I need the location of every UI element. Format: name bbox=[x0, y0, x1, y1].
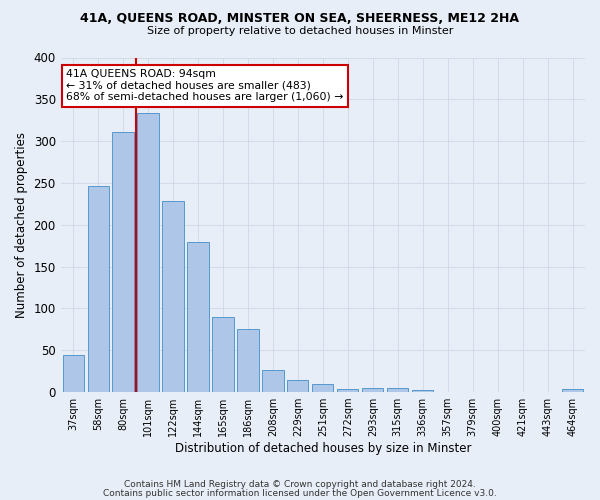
Bar bbox=[88, 186, 109, 392]
Text: Contains public sector information licensed under the Open Government Licence v3: Contains public sector information licen… bbox=[103, 489, 497, 498]
Bar bbox=[337, 388, 358, 392]
Text: 41A QUEENS ROAD: 94sqm
← 31% of detached houses are smaller (483)
68% of semi-de: 41A QUEENS ROAD: 94sqm ← 31% of detached… bbox=[66, 69, 343, 102]
Bar bbox=[62, 356, 84, 392]
Bar bbox=[387, 388, 409, 392]
Text: Size of property relative to detached houses in Minster: Size of property relative to detached ho… bbox=[147, 26, 453, 36]
Bar bbox=[163, 202, 184, 392]
Y-axis label: Number of detached properties: Number of detached properties bbox=[15, 132, 28, 318]
Bar bbox=[262, 370, 284, 392]
Bar bbox=[562, 388, 583, 392]
Bar bbox=[287, 380, 308, 392]
Bar bbox=[238, 330, 259, 392]
Bar bbox=[412, 390, 433, 392]
Bar bbox=[137, 112, 158, 392]
Bar bbox=[362, 388, 383, 392]
X-axis label: Distribution of detached houses by size in Minster: Distribution of detached houses by size … bbox=[175, 442, 471, 455]
Text: 41A, QUEENS ROAD, MINSTER ON SEA, SHEERNESS, ME12 2HA: 41A, QUEENS ROAD, MINSTER ON SEA, SHEERN… bbox=[80, 12, 520, 26]
Bar bbox=[312, 384, 334, 392]
Bar bbox=[187, 242, 209, 392]
Bar bbox=[112, 132, 134, 392]
Bar bbox=[212, 317, 233, 392]
Text: Contains HM Land Registry data © Crown copyright and database right 2024.: Contains HM Land Registry data © Crown c… bbox=[124, 480, 476, 489]
